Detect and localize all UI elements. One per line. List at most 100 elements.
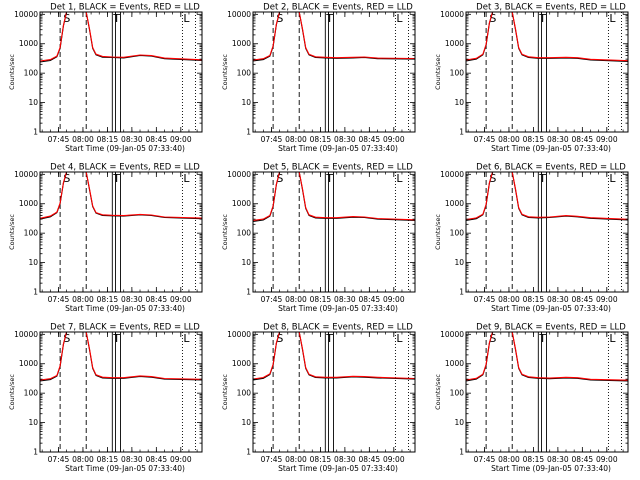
- panel-title: Det 3, BLACK = Events, RED = LLD: [476, 3, 626, 13]
- y-axis-label: Counts/sec: [8, 214, 16, 250]
- x-tick-label: 09:00: [596, 135, 618, 144]
- marker-letter-S: S: [489, 172, 496, 185]
- y-tick-label: 1: [246, 288, 251, 297]
- y-tick-label: 10000: [440, 10, 464, 19]
- x-tick-label: 08:45: [572, 295, 594, 304]
- marker-letter-T: T: [538, 12, 546, 25]
- y-tick-label: 100: [24, 229, 39, 238]
- plot-frame: [465, 171, 629, 293]
- y-tick-label: 1: [246, 128, 251, 137]
- x-axis-label: Start Time (09-Jan-05 07:33:40): [491, 144, 611, 153]
- x-tick-label: 09:00: [170, 295, 192, 304]
- plot-data: [466, 12, 628, 63]
- marker-letter-L: L: [609, 332, 616, 345]
- lld-series-line: [40, 332, 202, 381]
- x-tick-label: 08:30: [121, 455, 143, 464]
- panel-title: Det 7, BLACK = Events, RED = LLD: [50, 323, 200, 333]
- x-tick-label: 07:45: [48, 295, 70, 304]
- x-axis-label: Start Time (09-Jan-05 07:33:40): [65, 464, 185, 473]
- marker-letter-S: S: [489, 332, 496, 345]
- x-tick-label: 07:45: [261, 135, 283, 144]
- x-tick-label: 08:45: [146, 295, 168, 304]
- x-axis-label: Start Time (09-Jan-05 07:33:40): [278, 144, 398, 153]
- x-tick-label: 08:00: [498, 455, 520, 464]
- y-axis-label: Counts/sec: [434, 54, 442, 90]
- marker-letter-T: T: [325, 172, 333, 185]
- y-tick-label: 100: [450, 69, 465, 78]
- lld-series-line: [466, 12, 628, 62]
- y-axis-label: Counts/sec: [221, 374, 229, 410]
- x-tick-label: 07:45: [474, 455, 496, 464]
- marker-letter-L: L: [183, 332, 190, 345]
- marker-letter-S: S: [63, 172, 70, 185]
- x-tick-label: 08:45: [359, 135, 381, 144]
- plot-data: [466, 332, 628, 382]
- y-tick-label: 1000: [232, 199, 251, 208]
- y-tick-label: 1: [33, 448, 38, 457]
- y-tick-label: 1: [33, 288, 38, 297]
- y-axis-label: Counts/sec: [8, 54, 16, 90]
- panel-title: Det 6, BLACK = Events, RED = LLD: [476, 163, 626, 173]
- x-tick-label: 08:45: [572, 455, 594, 464]
- y-tick-label: 10: [241, 98, 251, 107]
- lld-series-line: [253, 332, 415, 380]
- x-tick-label: 08:15: [310, 135, 332, 144]
- y-tick-label: 1000: [232, 39, 251, 48]
- plot-data: [253, 332, 415, 381]
- x-tick-label: 08:45: [146, 455, 168, 464]
- marker-letter-L: L: [396, 172, 403, 185]
- marker-letter-L: L: [183, 172, 190, 185]
- y-tick-label: 10000: [227, 170, 251, 179]
- y-tick-label: 10: [454, 98, 464, 107]
- plot-frame: [252, 11, 416, 133]
- plot-frame: [252, 171, 416, 293]
- x-tick-label: 08:00: [72, 295, 94, 304]
- lld-series-line: [40, 172, 202, 219]
- marker-letter-L: L: [609, 12, 616, 25]
- y-tick-label: 10000: [14, 330, 38, 339]
- x-tick-label: 09:00: [383, 135, 405, 144]
- panel-title: Det 5, BLACK = Events, RED = LLD: [263, 163, 413, 173]
- x-tick-label: 08:15: [97, 295, 119, 304]
- x-tick-label: 08:00: [498, 135, 520, 144]
- y-tick-label: 100: [450, 389, 465, 398]
- plot-frame: [465, 331, 629, 453]
- marker-letter-L: L: [396, 332, 403, 345]
- x-tick-label: 08:00: [72, 135, 94, 144]
- x-tick-label: 09:00: [596, 295, 618, 304]
- lld-series-line: [40, 12, 202, 62]
- x-tick-label: 08:45: [359, 455, 381, 464]
- x-tick-label: 08:30: [547, 455, 569, 464]
- x-tick-label: 08:45: [146, 135, 168, 144]
- x-tick-label: 09:00: [383, 295, 405, 304]
- y-tick-label: 1000: [19, 199, 38, 208]
- x-tick-label: 08:00: [285, 455, 307, 464]
- marker-letter-L: L: [183, 12, 190, 25]
- marker-letter-L: L: [609, 172, 616, 185]
- y-tick-label: 1: [33, 128, 38, 137]
- x-tick-label: 08:00: [285, 135, 307, 144]
- y-tick-label: 1000: [19, 39, 38, 48]
- marker-letter-S: S: [276, 332, 283, 345]
- lld-series-line: [466, 172, 628, 221]
- y-tick-label: 10: [28, 258, 38, 267]
- marker-letter-S: S: [276, 172, 283, 185]
- panel-title: Det 4, BLACK = Events, RED = LLD: [50, 163, 200, 173]
- marker-letter-T: T: [325, 332, 333, 345]
- plot-data: [253, 172, 415, 223]
- y-tick-label: 1: [459, 448, 464, 457]
- x-tick-label: 08:00: [285, 295, 307, 304]
- y-tick-label: 10000: [227, 10, 251, 19]
- y-tick-label: 10: [28, 418, 38, 427]
- x-tick-label: 08:30: [334, 455, 356, 464]
- x-axis-label: Start Time (09-Jan-05 07:33:40): [278, 304, 398, 313]
- y-tick-label: 1000: [445, 359, 464, 368]
- y-tick-label: 100: [237, 69, 252, 78]
- y-axis-label: Counts/sec: [434, 374, 442, 410]
